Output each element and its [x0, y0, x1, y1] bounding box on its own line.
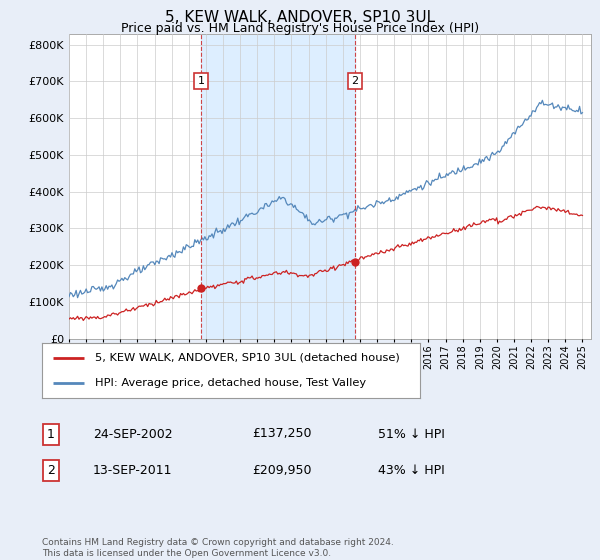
Text: 5, KEW WALK, ANDOVER, SP10 3UL: 5, KEW WALK, ANDOVER, SP10 3UL — [165, 10, 435, 25]
Text: Price paid vs. HM Land Registry's House Price Index (HPI): Price paid vs. HM Land Registry's House … — [121, 22, 479, 35]
Bar — [201, 34, 355, 339]
Text: £209,950: £209,950 — [252, 464, 311, 477]
Text: 13-SEP-2011: 13-SEP-2011 — [93, 464, 173, 477]
Text: 1: 1 — [198, 76, 205, 86]
Text: £137,250: £137,250 — [252, 427, 311, 441]
Text: 24-SEP-2002: 24-SEP-2002 — [93, 427, 173, 441]
Text: 2: 2 — [47, 464, 55, 477]
Text: Contains HM Land Registry data © Crown copyright and database right 2024.
This d: Contains HM Land Registry data © Crown c… — [42, 538, 394, 558]
Text: 2: 2 — [352, 76, 359, 86]
Text: 51% ↓ HPI: 51% ↓ HPI — [378, 427, 445, 441]
Text: HPI: Average price, detached house, Test Valley: HPI: Average price, detached house, Test… — [95, 378, 366, 388]
Text: 5, KEW WALK, ANDOVER, SP10 3UL (detached house): 5, KEW WALK, ANDOVER, SP10 3UL (detached… — [95, 353, 400, 362]
Text: 43% ↓ HPI: 43% ↓ HPI — [378, 464, 445, 477]
Text: 1: 1 — [47, 427, 55, 441]
